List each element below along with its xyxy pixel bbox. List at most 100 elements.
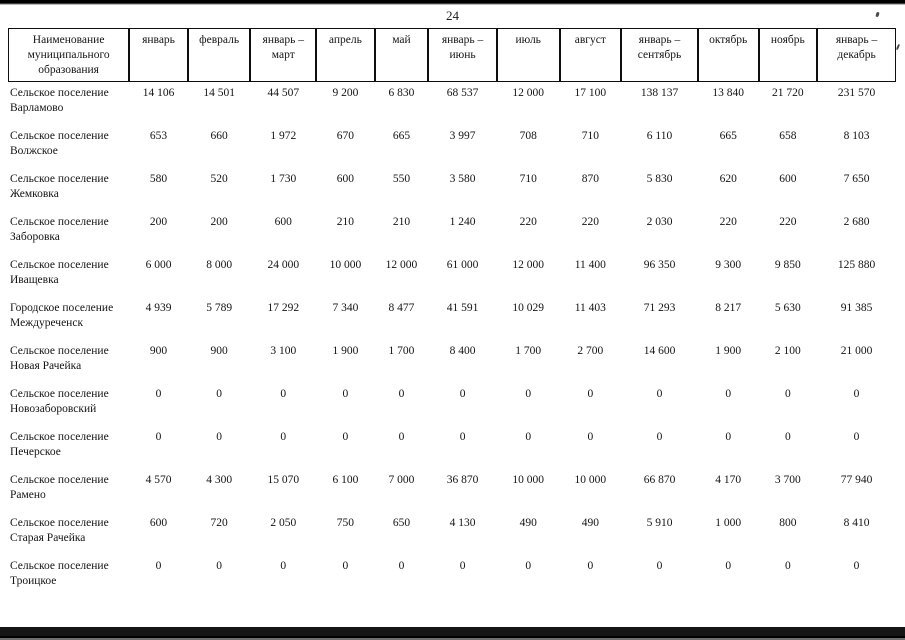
value-cell-january: 14 106 xyxy=(142,86,175,99)
value-cell-july: 220 xyxy=(519,215,537,228)
column-header-april: апрель xyxy=(316,28,375,82)
column-header-july: июль xyxy=(496,28,560,82)
value-cell-october: 0 xyxy=(725,559,732,572)
municipality-name: Сельское поселение Жемковка xyxy=(10,172,109,200)
value-cell-november: 9 850 xyxy=(774,258,801,271)
scan-edge-top xyxy=(0,0,905,5)
value-cell-jan-jun: 8 400 xyxy=(449,344,476,357)
value-cell-jan-sep: 6 110 xyxy=(646,129,673,142)
value-cell-february: 520 xyxy=(210,172,228,185)
value-cell-november: 0 xyxy=(784,430,791,443)
value-cell-jan-mar: 17 292 xyxy=(267,301,300,314)
municipality-name: Сельское поселение Троицкое xyxy=(10,559,109,587)
value-cell-may: 0 xyxy=(398,559,405,572)
value-cell-august: 220 xyxy=(581,215,599,228)
value-cell-february: 0 xyxy=(216,387,222,400)
value-cell-january: 653 xyxy=(149,129,168,142)
column-header-august: август xyxy=(559,28,622,82)
value-cell-april: 670 xyxy=(336,129,355,142)
value-cell-jan-mar: 0 xyxy=(280,559,287,572)
value-cell-april: 7 340 xyxy=(332,301,359,314)
column-header-jan-mar: январь – март xyxy=(250,28,317,82)
value-cell-april: 9 200 xyxy=(332,86,359,99)
value-cell-jan-sep: 0 xyxy=(656,559,663,572)
value-cell-april: 10 000 xyxy=(329,258,362,271)
value-cell-jan-dec: 8 410 xyxy=(843,516,870,529)
table-row: Сельское поселение Заборовка 200 200 600… xyxy=(8,211,896,254)
value-cell-october: 220 xyxy=(719,215,737,228)
value-cell-november: 0 xyxy=(784,559,791,572)
value-cell-april: 750 xyxy=(336,516,355,529)
value-cell-august: 11 403 xyxy=(574,301,606,314)
value-cell-may: 0 xyxy=(398,430,405,443)
value-cell-august: 490 xyxy=(581,516,599,529)
value-cell-october: 665 xyxy=(719,129,737,142)
value-cell-november: 21 720 xyxy=(772,86,804,99)
table-row: Сельское поселение Жемковка 580 520 1 73… xyxy=(8,168,896,211)
value-cell-may: 12 000 xyxy=(385,258,418,271)
value-cell-january: 4 570 xyxy=(145,473,172,486)
value-cell-jan-mar: 1 972 xyxy=(270,129,297,142)
value-cell-november: 2 100 xyxy=(774,344,801,357)
value-cell-jan-sep: 0 xyxy=(656,430,663,443)
value-cell-january: 0 xyxy=(155,430,162,443)
municipality-name: Сельское поселение Старая Рачейка xyxy=(10,516,109,544)
municipality-name: Сельское поселение Варламово xyxy=(10,86,109,114)
value-cell-jan-dec: 91 385 xyxy=(840,301,873,314)
value-cell-jan-sep: 5 830 xyxy=(646,172,673,185)
column-header-may: май xyxy=(374,28,429,82)
value-cell-february: 720 xyxy=(210,516,228,529)
column-header-february: февраль xyxy=(187,28,251,82)
value-cell-jan-sep: 96 350 xyxy=(643,258,676,271)
value-cell-august: 870 xyxy=(581,172,599,185)
value-cell-jan-sep: 71 293 xyxy=(643,301,676,314)
value-cell-july: 12 000 xyxy=(512,258,545,271)
value-cell-august: 0 xyxy=(587,430,594,443)
value-cell-jan-jun: 41 591 xyxy=(446,301,479,314)
value-cell-july: 0 xyxy=(525,430,532,443)
value-cell-july: 10 000 xyxy=(512,473,545,486)
value-cell-jan-dec: 77 940 xyxy=(840,473,873,486)
value-cell-jan-dec: 0 xyxy=(853,559,860,572)
table-row: Сельское поселение Иващевка 6 000 8 000 … xyxy=(8,254,896,297)
value-cell-august: 17 100 xyxy=(574,86,607,99)
value-cell-may: 8 477 xyxy=(388,301,415,314)
value-cell-jan-mar: 600 xyxy=(274,215,292,228)
value-cell-july: 0 xyxy=(525,559,532,572)
value-cell-october: 13 840 xyxy=(712,86,745,99)
value-cell-february: 0 xyxy=(216,559,222,572)
value-cell-february: 5 789 xyxy=(206,301,233,314)
value-cell-april: 6 100 xyxy=(332,473,359,486)
value-cell-october: 8 217 xyxy=(715,301,742,314)
value-cell-november: 5 630 xyxy=(774,301,801,314)
value-cell-october: 1 000 xyxy=(715,516,742,529)
value-cell-july: 12 000 xyxy=(512,86,545,99)
value-cell-jan-sep: 0 xyxy=(656,387,663,400)
value-cell-may: 650 xyxy=(392,516,411,529)
column-header-november: ноябрь xyxy=(758,28,818,82)
column-header-jan-dec: январь – декабрь xyxy=(817,28,896,82)
value-cell-jan-jun: 68 537 xyxy=(446,86,479,99)
table-row: Сельское поселение Рамено 4 570 4 300 15… xyxy=(8,469,896,512)
value-cell-may: 0 xyxy=(398,387,405,400)
value-cell-jan-sep: 2 030 xyxy=(646,215,673,228)
value-cell-july: 490 xyxy=(519,516,537,529)
table-row: Сельское поселение Печерское 0 0 0 0 0 0… xyxy=(8,426,896,469)
value-cell-may: 6 830 xyxy=(388,86,415,99)
value-cell-jan-mar: 0 xyxy=(280,430,287,443)
value-cell-february: 4 300 xyxy=(206,473,233,486)
value-cell-jan-sep: 14 600 xyxy=(643,344,676,357)
value-cell-jan-jun: 0 xyxy=(459,387,466,400)
value-cell-jan-dec: 231 570 xyxy=(837,86,876,99)
value-cell-jan-dec: 2 680 xyxy=(843,215,870,228)
value-cell-november: 600 xyxy=(779,172,797,185)
value-cell-august: 11 400 xyxy=(574,258,606,271)
value-cell-november: 800 xyxy=(779,516,797,529)
table-row: Сельское поселение Новая Рачейка 900 900… xyxy=(8,340,896,383)
column-header-october: октябрь xyxy=(697,28,759,82)
value-cell-jan-dec: 8 103 xyxy=(843,129,870,142)
municipality-name: Сельское поселение Рамено xyxy=(10,473,109,501)
value-cell-october: 620 xyxy=(719,172,737,185)
value-cell-january: 6 000 xyxy=(145,258,172,271)
value-cell-jan-mar: 44 507 xyxy=(267,86,300,99)
